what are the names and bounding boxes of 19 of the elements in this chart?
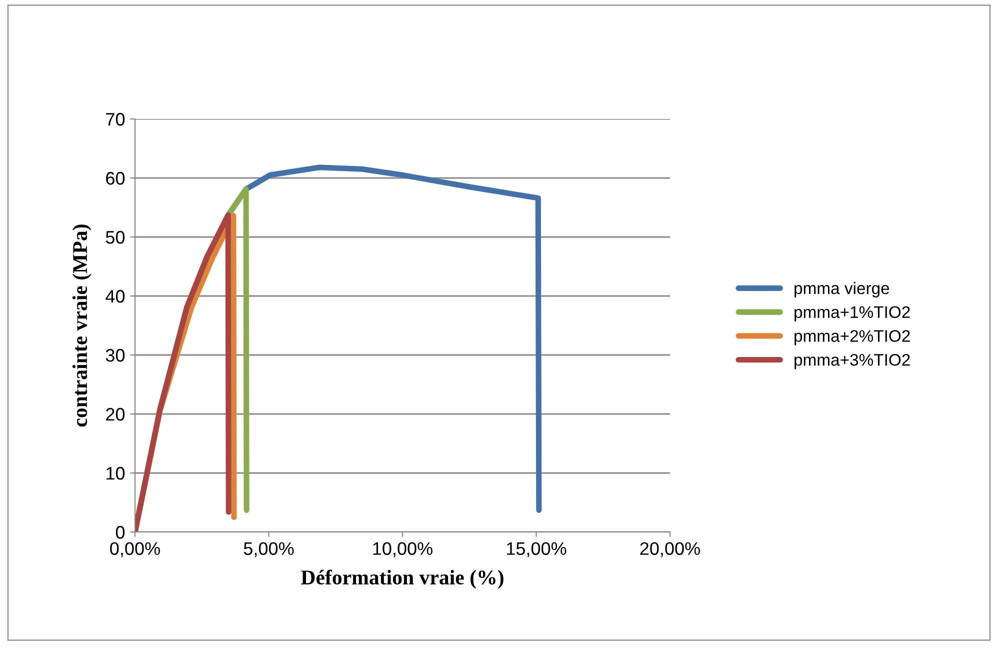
y-tick-label: 60 [106, 172, 125, 185]
legend-label: pmma+2%TIO2 [794, 330, 910, 346]
y-tick-label: 70 [106, 112, 125, 126]
x-tick-label: 5,00% [244, 542, 294, 558]
y-tick-label: 50 [106, 230, 125, 244]
legend-label: pmma+1%TIO2 [794, 306, 910, 322]
x-tick-label: 15,00% [507, 542, 566, 558]
x-axis-title: Déformation vraie (%) [301, 570, 504, 589]
y-tick-label: 40 [106, 290, 125, 303]
x-tick-label: 10,00% [373, 542, 432, 558]
x-tick-label: 0,00% [110, 542, 160, 558]
y-tick-label: 0 [116, 526, 125, 539]
y-axis-title: contrainte vraie (MPa) [72, 224, 92, 427]
y-tick-label: 10 [106, 466, 125, 480]
legend-label: pmma vierge [794, 282, 890, 298]
y-tick-label: 20 [106, 408, 125, 421]
x-tick-label: 20,00% [640, 542, 700, 558]
legend-label: pmma+3%TIO2 [794, 354, 910, 370]
y-tick-label: 30 [106, 348, 125, 362]
